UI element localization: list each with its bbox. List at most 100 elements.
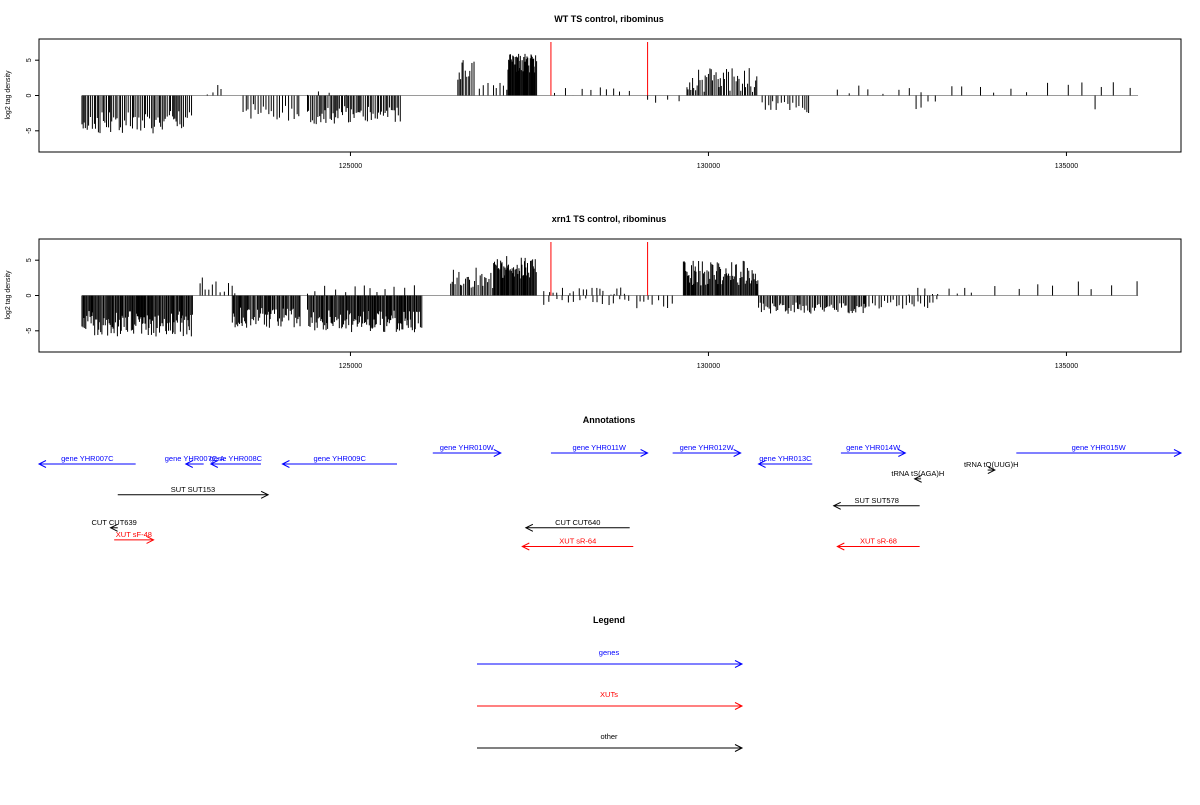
annotation-arrow (37, 460, 136, 468)
legend-title: Legend (593, 615, 625, 625)
x-tick-label: 125000 (339, 363, 362, 370)
annotation-arrow (117, 490, 270, 499)
annotation-feature: tRNA tS(AGA)H (891, 469, 944, 483)
annotation-arrow (913, 474, 922, 483)
annotation-label: XUT sF-48 (116, 530, 152, 539)
annotation-label: XUT sR-64 (559, 537, 596, 546)
annotation-label: XUT sR-68 (860, 537, 897, 546)
legend-entry: XUTs (477, 690, 744, 710)
x-tick-label: 130000 (697, 363, 720, 370)
legend-label: XUTs (600, 690, 618, 699)
annotation-label: gene YHR010W (440, 443, 495, 452)
annotation-feature: CUT CUT640 (524, 518, 630, 532)
xrn1-y-axis-label: log2 tag density (5, 270, 12, 320)
y-tick-label: 0 (26, 93, 33, 97)
legend-entry: other (477, 732, 744, 752)
annotation-label: gene YHR015W (1072, 443, 1127, 452)
y-tick-label: 0 (26, 293, 33, 297)
xrn1-x-axis: 125000 130000 135000 (339, 352, 1078, 370)
annotation-feature: XUT sF-48 (114, 530, 155, 544)
annotation-arrow (840, 449, 907, 457)
legend-entries: genes XUTs other (477, 648, 744, 752)
y-tick-label: 5 (26, 58, 33, 62)
annotation-label: tRNA tS(AGA)H (891, 469, 944, 478)
y-tick-label: -5 (26, 128, 33, 134)
annotation-arrow (432, 449, 502, 457)
y-tick-label: -5 (26, 328, 33, 334)
annotation-feature: gene YHR013C (757, 454, 813, 468)
annotation-feature: gene YHR007C (37, 454, 136, 468)
annotation-feature: SUT SUT153 (117, 485, 270, 499)
xrn1-y-axis: -5 0 5 (26, 258, 39, 334)
annotation-label: gene YHR007C (61, 454, 114, 463)
legend: Legend genes XUTs other (477, 615, 744, 752)
x-tick-label: 135000 (1055, 163, 1078, 170)
wt-bars (81, 53, 1139, 134)
annotation-arrow (832, 501, 920, 510)
xrn1-panel-title: xrn1 TS control, ribominus (552, 214, 667, 224)
legend-label: genes (599, 648, 620, 657)
annotation-label: gene YHR007C-A (165, 454, 225, 463)
annotation-arrow (757, 460, 813, 468)
legend-arrow (477, 744, 744, 752)
annotation-feature: XUT sR-64 (521, 537, 634, 551)
x-tick-label: 130000 (697, 163, 720, 170)
xrn1-markers (550, 242, 649, 296)
annotation-arrow (109, 523, 118, 532)
annotation-arrow (836, 542, 920, 551)
annotation-label: SUT SUT578 (854, 496, 898, 505)
annotation-arrow (521, 542, 634, 551)
wt-y-axis: -5 0 5 (26, 58, 39, 134)
annotation-feature: SUT SUT578 (832, 496, 920, 510)
annotation-arrow (672, 449, 742, 457)
legend-arrow (477, 702, 744, 710)
annotation-feature: gene YHR014W (840, 443, 907, 457)
annotation-label: SUT SUT153 (171, 485, 215, 494)
legend-arrow (477, 660, 744, 668)
annotation-label: gene YHR009C (314, 454, 367, 463)
annotation-feature: gene YHR008C (210, 454, 263, 468)
annotation-feature: tRNA tQ(UUG)H (964, 460, 1019, 474)
legend-label: other (600, 732, 618, 741)
wt-x-axis: 125000 130000 135000 (339, 152, 1078, 170)
annotation-arrow (114, 535, 155, 544)
annotation-arrow (550, 449, 649, 457)
annotation-label: tRNA tQ(UUG)H (964, 460, 1019, 469)
annotation-label: gene YHR014W (846, 443, 901, 452)
annotation-feature: gene YHR011W (550, 443, 649, 457)
annotation-label: gene YHR012W (680, 443, 735, 452)
annotation-arrow (1016, 449, 1183, 457)
annotation-feature: gene YHR015W (1016, 443, 1183, 457)
annotations-track: Annotations gene YHR007C gene YHR007C-Age… (37, 415, 1183, 551)
annotation-label: CUT CUT639 (92, 518, 137, 527)
annotation-arrow (184, 460, 204, 468)
annotation-arrow (524, 523, 630, 532)
legend-entry: genes (477, 648, 744, 668)
xrn1-bars (81, 256, 1139, 337)
annotation-feature: XUT sR-68 (836, 537, 920, 551)
annotation-feature: gene YHR007C-A (165, 454, 225, 468)
annotation-feature: gene YHR010W (432, 443, 502, 457)
wt-panel-title: WT TS control, ribominus (554, 14, 664, 24)
annotation-arrow (209, 460, 261, 468)
annotation-label: gene YHR013C (759, 454, 812, 463)
wt-markers (550, 42, 649, 96)
annotation-arrow (281, 460, 397, 468)
annotation-label: CUT CUT640 (555, 518, 600, 527)
wt-panel: WT TS control, ribominus 125000 130000 135… (5, 14, 1182, 170)
annotation-feature: gene YHR012W (672, 443, 742, 457)
annotations-title: Annotations (583, 415, 636, 425)
wt-y-axis-label: log2 tag density (5, 70, 12, 120)
x-tick-label: 125000 (339, 163, 362, 170)
annotation-label: gene YHR011W (573, 443, 627, 452)
annotation-arrow (987, 466, 996, 474)
annotation-feature: gene YHR009C (281, 454, 397, 468)
annotation-feature: CUT CUT639 (92, 518, 137, 532)
annotation-label: gene YHR008C (210, 454, 263, 463)
y-tick-label: 5 (26, 258, 33, 262)
xrn1-panel: xrn1 TS control, ribominus 125000 130000 1… (5, 214, 1182, 370)
x-tick-label: 135000 (1055, 363, 1078, 370)
